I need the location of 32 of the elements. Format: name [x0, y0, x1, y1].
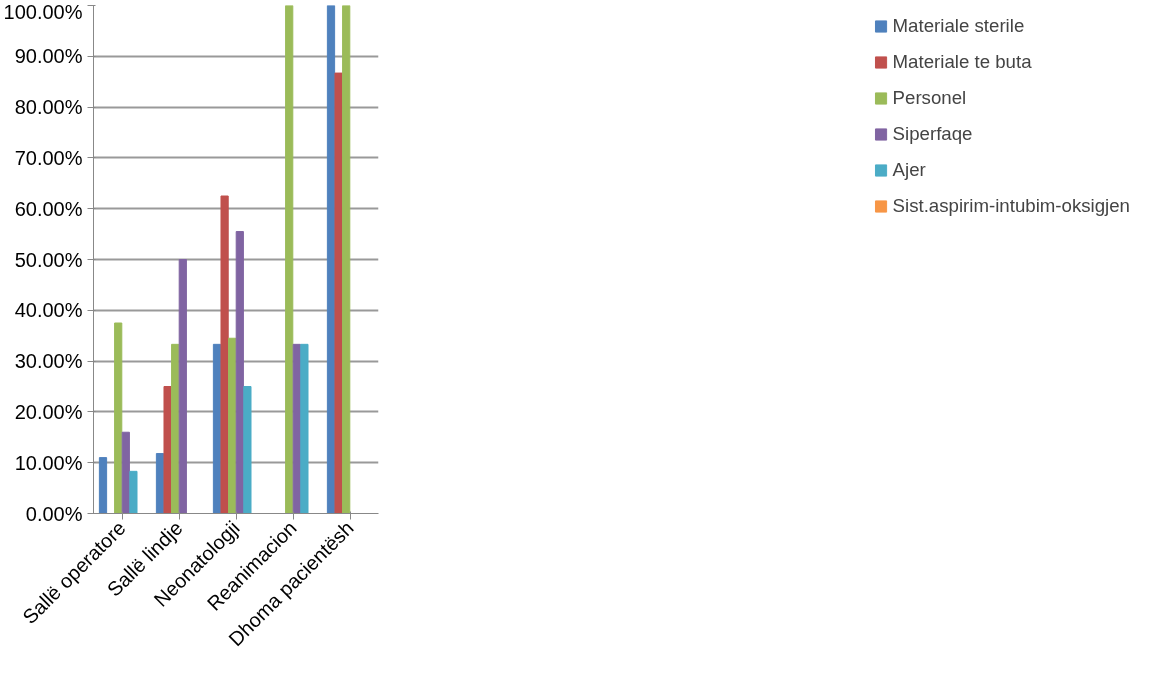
bar: [220, 195, 229, 514]
bar: [243, 386, 252, 514]
legend-label: Personel: [892, 87, 967, 109]
y-tick-label: 40.00%: [14, 299, 83, 322]
legend-label: Sist.aspirim-intubim-oksigjen: [892, 195, 1130, 217]
bar: [342, 5, 351, 514]
bar: [129, 470, 138, 514]
bar: [334, 72, 343, 514]
y-tick-label: 50.00%: [14, 248, 83, 271]
y-tick-label: 80.00%: [14, 96, 83, 119]
y-tick-label: 10.00%: [14, 451, 83, 474]
legend-label: Siperfaqe: [892, 123, 973, 145]
bar: [171, 343, 180, 514]
bar: [114, 322, 123, 514]
y-tick-label: 30.00%: [14, 350, 83, 373]
y-tick-label: 100.00%: [3, 0, 83, 23]
legend-label: Ajer: [892, 159, 926, 181]
bar: [300, 343, 309, 514]
bar: [178, 259, 187, 514]
bar: [163, 386, 172, 514]
bar: [98, 457, 108, 514]
bar: [228, 337, 237, 514]
y-tick-label: 70.00%: [14, 146, 83, 169]
y-tick-label: 60.00%: [14, 197, 83, 220]
bar: [235, 231, 244, 514]
bar: [285, 5, 294, 514]
legend-label: Materiale te buta: [892, 51, 1032, 73]
y-tick-label: 0.00%: [25, 502, 83, 525]
y-tick-label: 90.00%: [14, 45, 83, 68]
y-tick-label: 20.00%: [14, 400, 83, 423]
bar: [121, 431, 130, 514]
legend-label: Materiale sterile: [892, 15, 1025, 37]
